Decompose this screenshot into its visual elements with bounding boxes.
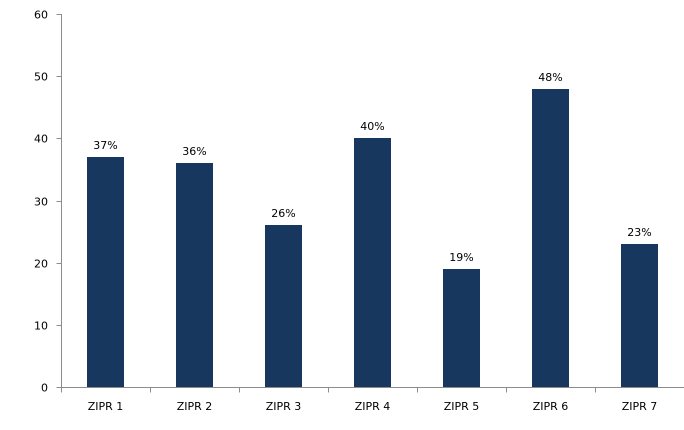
y-tick-label: 60 bbox=[34, 9, 48, 22]
y-tick-label: 10 bbox=[34, 320, 48, 333]
bars bbox=[87, 89, 658, 387]
x-tick-label: ZIPR 5 bbox=[444, 400, 480, 413]
x-tick-label: ZIPR 1 bbox=[88, 400, 124, 413]
data-label: 40% bbox=[360, 120, 384, 133]
data-labels: 37% 36% 26% 40% 19% 48% 23% bbox=[93, 71, 651, 264]
data-label: 36% bbox=[182, 145, 206, 158]
data-label: 19% bbox=[449, 251, 473, 264]
bar bbox=[265, 225, 302, 387]
bar bbox=[443, 269, 480, 387]
y-tick-label: 0 bbox=[41, 382, 48, 395]
bar bbox=[532, 89, 569, 387]
x-tick-label: ZIPR 3 bbox=[266, 400, 302, 413]
y-tick-label: 30 bbox=[34, 196, 48, 209]
data-label: 23% bbox=[627, 226, 651, 239]
y-tick-label: 50 bbox=[34, 71, 48, 84]
y-axis-ticks: 0 10 20 30 40 50 60 bbox=[34, 9, 62, 395]
data-label: 48% bbox=[538, 71, 562, 84]
y-tick-label: 20 bbox=[34, 258, 48, 271]
y-tick-label: 40 bbox=[34, 133, 48, 146]
bar bbox=[621, 244, 658, 387]
x-axis-ticks: ZIPR 1 ZIPR 2 ZIPR 3 ZIPR 4 ZIPR 5 ZIPR 6 ZIPR… bbox=[61, 387, 658, 413]
x-tick-label: ZIPR 7 bbox=[622, 400, 658, 413]
bar bbox=[354, 138, 391, 387]
x-tick-label: ZIPR 6 bbox=[533, 400, 569, 413]
x-tick-label: ZIPR 2 bbox=[177, 400, 213, 413]
data-label: 37% bbox=[93, 139, 117, 152]
bar bbox=[87, 157, 124, 387]
data-label: 26% bbox=[271, 207, 295, 220]
bar bbox=[176, 163, 213, 387]
x-tick-label: ZIPR 4 bbox=[355, 400, 391, 413]
